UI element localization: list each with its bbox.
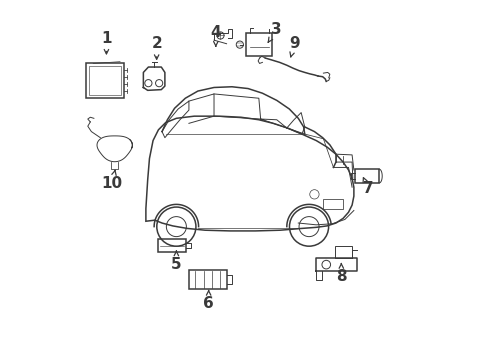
Bar xyxy=(158,239,185,252)
Text: 3: 3 xyxy=(267,22,282,42)
Bar xyxy=(88,66,121,95)
Text: 4: 4 xyxy=(210,26,221,46)
Text: 10: 10 xyxy=(101,170,122,191)
Text: 6: 6 xyxy=(203,291,214,311)
Bar xyxy=(354,169,379,183)
Bar xyxy=(246,33,271,56)
Bar xyxy=(334,246,351,258)
Text: 5: 5 xyxy=(171,251,182,272)
Text: 1: 1 xyxy=(101,31,111,54)
Text: 2: 2 xyxy=(151,36,162,59)
Text: 7: 7 xyxy=(362,178,373,197)
Bar xyxy=(322,199,343,210)
Text: 9: 9 xyxy=(289,36,300,57)
Text: 8: 8 xyxy=(335,264,346,284)
Bar xyxy=(86,63,123,98)
Bar xyxy=(188,270,226,289)
